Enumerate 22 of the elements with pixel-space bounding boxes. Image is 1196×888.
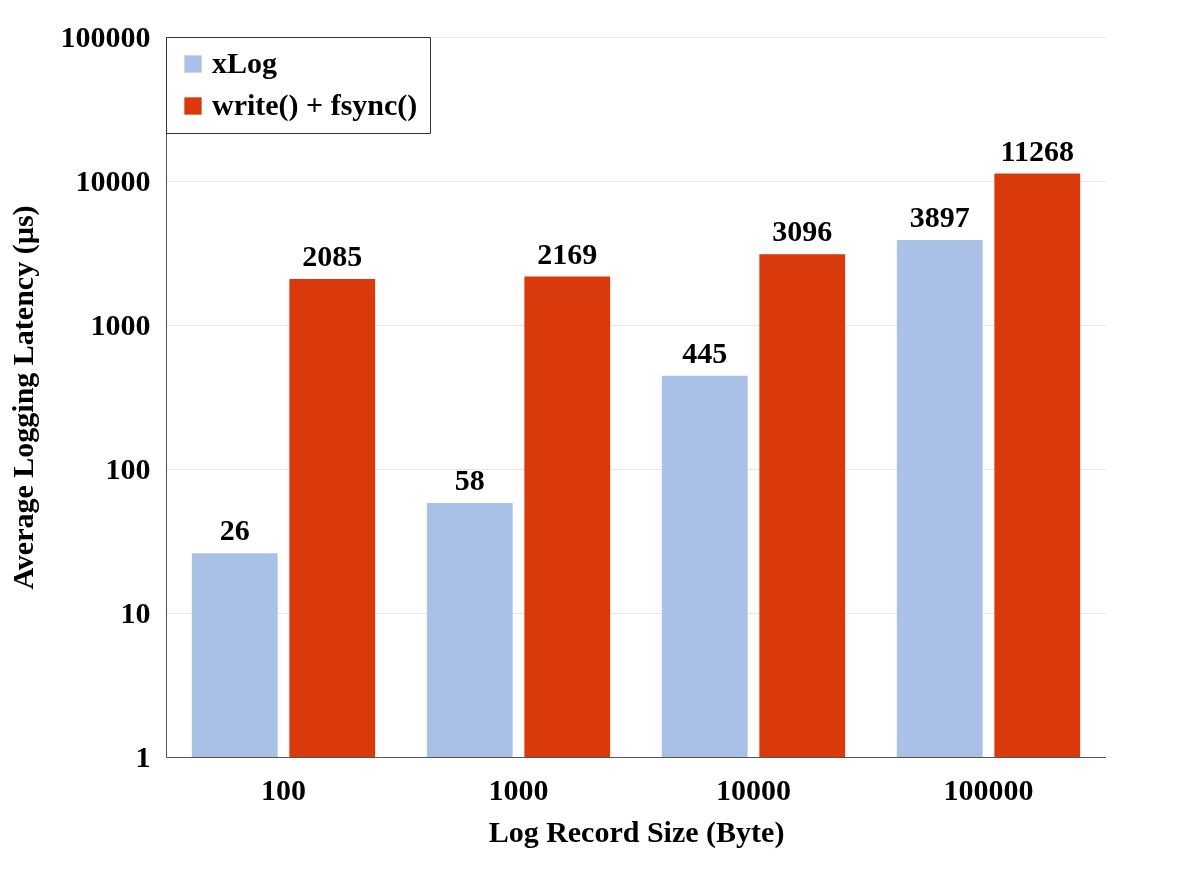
x-tick-label: 100 xyxy=(261,772,306,806)
data-label: 2169 xyxy=(537,236,598,270)
data-label: 11268 xyxy=(1000,133,1074,167)
y-tick-label: 100 xyxy=(105,451,151,485)
data-label: 26 xyxy=(219,513,250,547)
y-axis-title: Average Logging Latency (µs) xyxy=(5,205,40,590)
y-tick-label: 100000 xyxy=(60,19,151,53)
data-label: 3897 xyxy=(909,199,970,233)
y-tick-label: 1000 xyxy=(90,307,151,341)
data-label: 58 xyxy=(454,463,485,497)
y-tick-label: 10 xyxy=(120,595,151,629)
legend-label: write() + fsync() xyxy=(212,88,418,122)
x-axis-title: Log Record Size (Byte) xyxy=(488,814,785,849)
x-tick-label: 10000 xyxy=(716,772,791,806)
data-label: 445 xyxy=(682,335,728,369)
data-label: 3096 xyxy=(772,214,833,248)
data-label: 2085 xyxy=(302,239,363,273)
legend-label: xLog xyxy=(212,46,278,79)
x-tick-label: 100000 xyxy=(943,772,1034,806)
x-tick-label: 1000 xyxy=(488,772,549,806)
y-tick-label: 10000 xyxy=(75,163,151,197)
y-tick-label: 1 xyxy=(135,739,151,773)
